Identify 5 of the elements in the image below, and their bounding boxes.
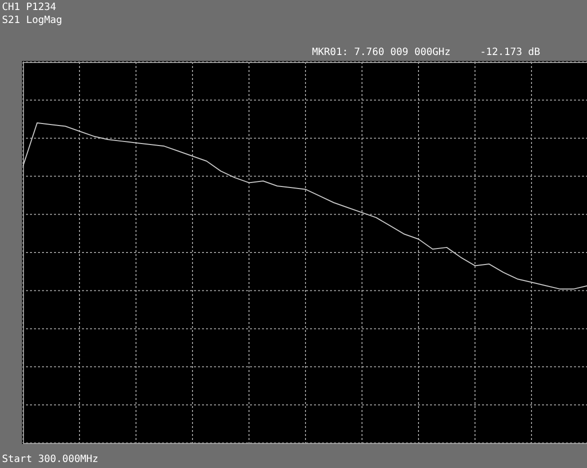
text: -12.173 dB (480, 47, 540, 58)
chart-title: CH1 P1234 (2, 2, 56, 13)
text: MKR01: 7.760 009 000GHz (312, 47, 450, 58)
text: Start 300.000MHz (2, 454, 98, 465)
chart-subtitle: S21 LogMag (2, 15, 62, 26)
